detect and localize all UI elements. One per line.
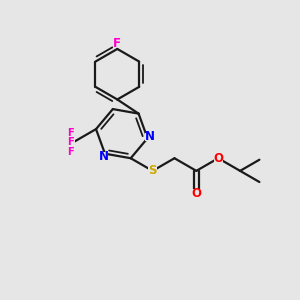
Text: S: S xyxy=(148,164,157,177)
FancyBboxPatch shape xyxy=(66,148,75,156)
Text: F: F xyxy=(67,147,74,157)
Text: F: F xyxy=(67,137,74,148)
Text: N: N xyxy=(145,130,155,143)
FancyBboxPatch shape xyxy=(99,152,108,160)
Text: O: O xyxy=(191,187,201,200)
FancyBboxPatch shape xyxy=(113,40,122,47)
FancyBboxPatch shape xyxy=(214,154,223,162)
FancyBboxPatch shape xyxy=(192,189,201,197)
FancyBboxPatch shape xyxy=(66,129,75,137)
FancyBboxPatch shape xyxy=(146,133,154,141)
FancyBboxPatch shape xyxy=(66,139,75,146)
Text: N: N xyxy=(98,150,109,163)
FancyBboxPatch shape xyxy=(148,167,157,175)
Text: F: F xyxy=(67,128,74,138)
Text: O: O xyxy=(213,152,223,165)
Text: F: F xyxy=(113,37,121,50)
